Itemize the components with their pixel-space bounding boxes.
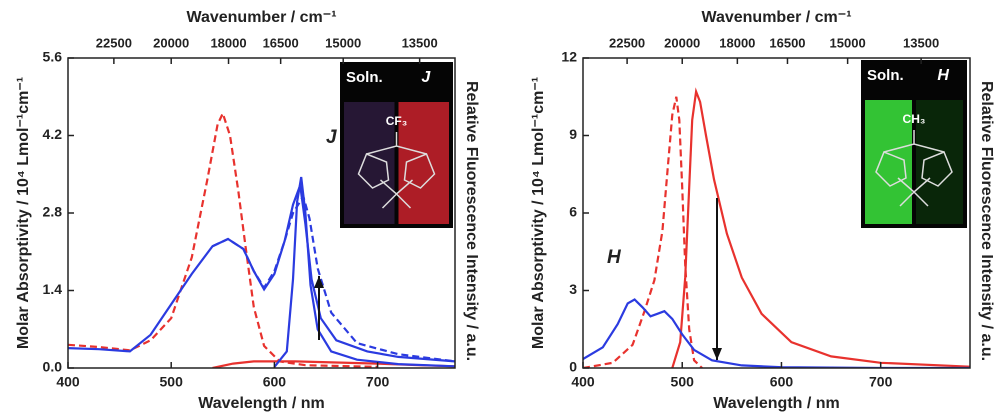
y-tick-label: 2.8	[43, 204, 63, 220]
y-tick-label: 0	[569, 359, 577, 375]
top-tick-label: 15000	[325, 35, 361, 50]
x-tick-label: 600	[263, 374, 287, 390]
arrow-head	[314, 276, 324, 288]
inset-substituent: CH₃	[903, 112, 926, 126]
spectrum-line	[583, 96, 703, 368]
top-axis-label: Wavenumber / cm⁻¹	[701, 9, 851, 26]
top-tick-label: 16500	[263, 35, 299, 50]
x-tick-label: 600	[770, 374, 794, 390]
annotation: H	[607, 247, 622, 268]
y-axis-label: Molar Absorptivity / 10⁴ Lmol⁻¹cm⁻¹	[15, 77, 32, 349]
top-tick-label: 22500	[96, 35, 132, 50]
y2-axis-label: Relative Fluorescence Intensity / a.u.	[978, 81, 995, 361]
y2-axis-label: Relative Fluorescence Intensity / a.u.	[463, 81, 480, 361]
y-tick-label: 4.2	[43, 126, 63, 142]
spectrum-line	[583, 298, 970, 368]
inset-label: H	[937, 67, 949, 84]
spectrum-line	[273, 176, 455, 368]
spectrum-line	[68, 184, 455, 363]
top-tick-label: 13500	[402, 35, 438, 50]
inset-label: Soln.	[346, 69, 383, 86]
spectrum-line	[68, 110, 378, 368]
y-tick-label: 12	[561, 49, 577, 65]
y-tick-label: 0.0	[43, 359, 63, 375]
arrow-head	[712, 348, 722, 360]
x-tick-label: 500	[671, 374, 695, 390]
inset-label: J	[421, 69, 431, 86]
x-tick-label: 700	[869, 374, 893, 390]
y-tick-label: 9	[569, 126, 577, 142]
top-tick-label: 18000	[210, 35, 246, 50]
top-tick-label: 22500	[609, 35, 645, 50]
x-axis-label: Wavelength / nm	[713, 395, 840, 412]
inset-label: Soln.	[867, 67, 904, 84]
top-tick-label: 18000	[719, 35, 755, 50]
y-tick-label: 1.4	[43, 281, 63, 297]
x-tick-label: 700	[366, 374, 390, 390]
y-tick-label: 3	[569, 281, 577, 297]
x-tick-label: 500	[160, 374, 184, 390]
spectrum-line	[212, 193, 455, 363]
top-tick-label: 20000	[153, 35, 189, 50]
top-tick-label: 13500	[903, 35, 939, 50]
top-tick-label: 15000	[830, 35, 866, 50]
spectrum-line	[671, 87, 970, 368]
x-tick-label: 400	[571, 374, 595, 390]
molecule	[357, 132, 436, 209]
x-axis-label: Wavelength / nm	[198, 395, 325, 412]
top-tick-label: 20000	[664, 35, 700, 50]
y-tick-label: 6	[569, 204, 577, 220]
y-axis-label: Molar Absorptivity / 10⁴ Lmol⁻¹cm⁻¹	[530, 77, 547, 349]
y-tick-label: 5.6	[43, 49, 63, 65]
molecule	[875, 130, 953, 207]
annotation: J	[326, 127, 337, 148]
top-axis-label: Wavenumber / cm⁻¹	[186, 9, 336, 26]
x-tick-label: 400	[56, 374, 80, 390]
top-tick-label: 16500	[769, 35, 805, 50]
inset-substituent: CF₃	[386, 114, 408, 128]
